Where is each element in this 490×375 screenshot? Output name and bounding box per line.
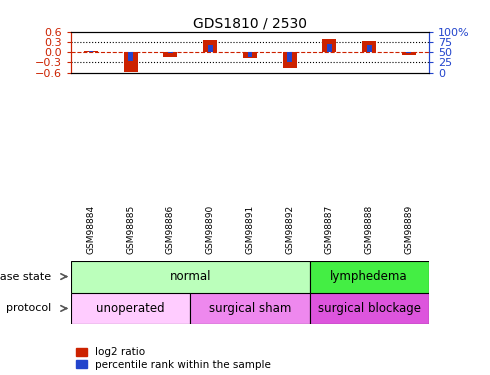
- Text: unoperated: unoperated: [97, 302, 165, 315]
- Text: GSM98890: GSM98890: [206, 205, 215, 254]
- Bar: [287, 52, 292, 62]
- Text: protocol: protocol: [6, 303, 51, 313]
- Text: GSM98889: GSM98889: [404, 205, 414, 254]
- Text: GSM98888: GSM98888: [365, 205, 374, 254]
- Text: GSM98886: GSM98886: [166, 205, 175, 254]
- Text: GSM98885: GSM98885: [126, 205, 135, 254]
- Title: GDS1810 / 2530: GDS1810 / 2530: [193, 17, 307, 31]
- Text: surgical sham: surgical sham: [209, 302, 291, 315]
- Bar: [168, 52, 173, 54]
- Bar: [208, 45, 213, 52]
- Bar: [247, 52, 252, 57]
- Bar: [123, 52, 138, 72]
- Bar: [190, 292, 310, 324]
- Text: surgical blockage: surgical blockage: [318, 302, 420, 315]
- Text: normal: normal: [170, 270, 211, 283]
- Bar: [322, 39, 336, 52]
- Bar: [367, 45, 371, 52]
- Text: GSM98887: GSM98887: [325, 205, 334, 254]
- Bar: [164, 52, 177, 57]
- Bar: [310, 292, 429, 324]
- Legend: log2 ratio, percentile rank within the sample: log2 ratio, percentile rank within the s…: [76, 347, 271, 370]
- Bar: [283, 52, 296, 68]
- Bar: [407, 52, 411, 53]
- Text: GSM98891: GSM98891: [245, 205, 254, 254]
- Text: GSM98884: GSM98884: [86, 205, 96, 254]
- Text: GSM98892: GSM98892: [285, 205, 294, 254]
- Text: lymphedema: lymphedema: [330, 270, 408, 283]
- Bar: [203, 40, 217, 52]
- Bar: [310, 261, 429, 292]
- Bar: [84, 51, 98, 52]
- Bar: [402, 52, 416, 55]
- Bar: [327, 44, 332, 52]
- Bar: [362, 41, 376, 52]
- Bar: [71, 261, 310, 292]
- Bar: [128, 52, 133, 61]
- Bar: [243, 52, 257, 58]
- Bar: [89, 51, 93, 52]
- Text: disease state: disease state: [0, 272, 51, 282]
- Bar: [71, 292, 190, 324]
